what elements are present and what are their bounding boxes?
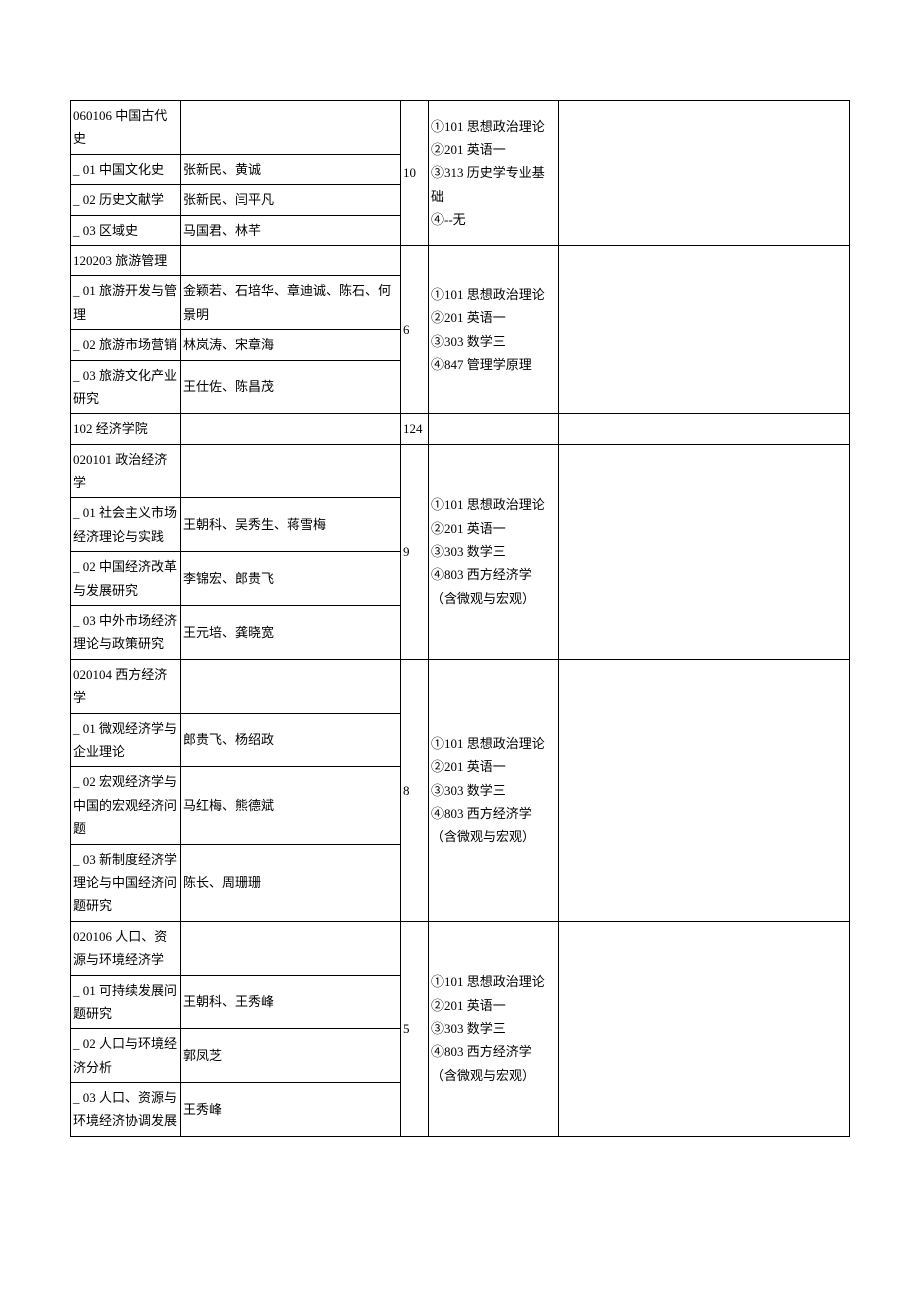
section-exams: ①101 思想政治理论 ②201 英语一 ③313 历史学专业基础 ④--无 <box>429 101 559 246</box>
empty-cell <box>181 921 401 975</box>
empty-cell <box>181 659 401 713</box>
advisors-cell: 金颖若、石培华、章迪诚、陈石、何景明 <box>181 276 401 330</box>
advisors-cell: 张新民、闫平凡 <box>181 185 401 215</box>
advisors-cell: 马国君、林芊 <box>181 215 401 245</box>
direction-label: _ 03 区域史 <box>71 215 181 245</box>
section-note <box>559 101 850 246</box>
advisors-cell: 王仕佐、陈昌茂 <box>181 360 401 414</box>
direction-label: _ 01 微观经济学与企业理论 <box>71 713 181 767</box>
direction-label: _ 01 旅游开发与管理 <box>71 276 181 330</box>
advisors-cell: 王元培、龚晓宽 <box>181 606 401 660</box>
section-exams: ①101 思想政治理论 ②201 英语一 ③303 数学三 ④803 西方经济学… <box>429 921 559 1136</box>
section-header-row: 120203 旅游管理6①101 思想政治理论 ②201 英语一 ③303 数学… <box>71 245 850 275</box>
section-note <box>559 444 850 659</box>
section-title: 020104 西方经济学 <box>71 659 181 713</box>
direction-label: _ 02 中国经济改革与发展研究 <box>71 552 181 606</box>
college-title: 102 经济学院 <box>71 414 181 444</box>
catalog-table: 060106 中国古代史 10①101 思想政治理论 ②201 英语一 ③313 … <box>70 100 850 1137</box>
section-count: 6 <box>401 245 429 413</box>
section-title: 020101 政治经济学 <box>71 444 181 498</box>
direction-label: _ 01 社会主义市场经济理论与实践 <box>71 498 181 552</box>
section-count: 5 <box>401 921 429 1136</box>
section-exams: ①101 思想政治理论 ②201 英语一 ③303 数学三 ④803 西方经济学… <box>429 444 559 659</box>
advisors-cell: 马红梅、熊德斌 <box>181 767 401 844</box>
section-title: 020106 人口、资源与环境经济学 <box>71 921 181 975</box>
empty-cell <box>181 245 401 275</box>
direction-label: _ 01 可持续发展问题研究 <box>71 975 181 1029</box>
advisors-cell: 王秀峰 <box>181 1083 401 1137</box>
advisors-cell: 郎贵飞、杨绍政 <box>181 713 401 767</box>
direction-label: _ 02 旅游市场营销 <box>71 330 181 360</box>
section-note <box>559 659 850 921</box>
section-note <box>559 921 850 1136</box>
direction-label: _ 02 历史文献学 <box>71 185 181 215</box>
empty-cell <box>429 414 559 444</box>
advisors-cell: 王朝科、王秀峰 <box>181 975 401 1029</box>
advisors-cell: 陈长、周珊珊 <box>181 844 401 921</box>
section-title: 060106 中国古代史 <box>71 101 181 155</box>
section-header-row: 020104 西方经济学8①101 思想政治理论 ②201 英语一 ③303 数… <box>71 659 850 713</box>
section-count: 8 <box>401 659 429 921</box>
section-title: 120203 旅游管理 <box>71 245 181 275</box>
advisors-cell: 张新民、黄诚 <box>181 154 401 184</box>
section-exams: ①101 思想政治理论 ②201 英语一 ③303 数学三 ④847 管理学原理 <box>429 245 559 413</box>
empty-cell <box>181 444 401 498</box>
section-header-row: 060106 中国古代史10①101 思想政治理论 ②201 英语一 ③313 … <box>71 101 850 155</box>
direction-label: _ 03 旅游文化产业研究 <box>71 360 181 414</box>
section-count: 9 <box>401 444 429 659</box>
direction-label: _ 02 宏观经济学与中国的宏观经济问题 <box>71 767 181 844</box>
empty-cell <box>559 414 850 444</box>
advisors-cell: 李锦宏、郎贵飞 <box>181 552 401 606</box>
section-header-row: 020106 人口、资源与环境经济学5①101 思想政治理论 ②201 英语一 … <box>71 921 850 975</box>
empty-cell <box>181 101 401 155</box>
direction-label: _ 03 中外市场经济理论与政策研究 <box>71 606 181 660</box>
advisors-cell: 王朝科、吴秀生、蒋雪梅 <box>181 498 401 552</box>
direction-label: _ 02 人口与环境经济分析 <box>71 1029 181 1083</box>
direction-label: _ 03 人口、资源与环境经济协调发展 <box>71 1083 181 1137</box>
advisors-cell: 林岚涛、宋章海 <box>181 330 401 360</box>
college-count: 124 <box>401 414 429 444</box>
section-count: 10 <box>401 101 429 246</box>
section-exams: ①101 思想政治理论 ②201 英语一 ③303 数学三 ④803 西方经济学… <box>429 659 559 921</box>
direction-label: _ 03 新制度经济学理论与中国经济问题研究 <box>71 844 181 921</box>
direction-label: _ 01 中国文化史 <box>71 154 181 184</box>
empty-cell <box>181 414 401 444</box>
college-row: 102 经济学院 124 <box>71 414 850 444</box>
section-note <box>559 245 850 413</box>
section-header-row: 020101 政治经济学9①101 思想政治理论 ②201 英语一 ③303 数… <box>71 444 850 498</box>
advisors-cell: 郭凤芝 <box>181 1029 401 1083</box>
